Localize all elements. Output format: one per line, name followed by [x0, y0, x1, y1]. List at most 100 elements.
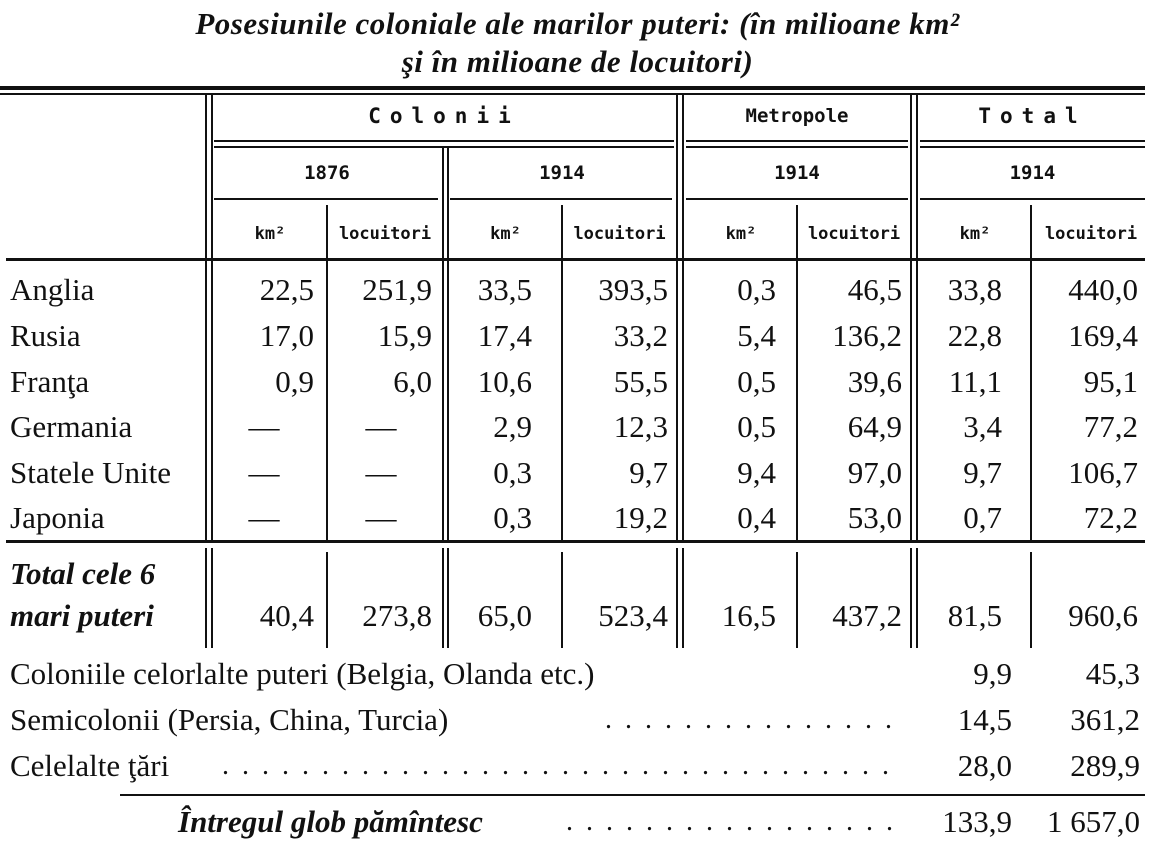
title-line-2: şi în milioane de locuitori) — [401, 44, 754, 79]
year-line-1876 — [214, 198, 438, 200]
total6-cell: 16,5 — [721, 598, 776, 633]
header-metropole: Metropole — [745, 105, 849, 127]
extra-km-1: 9,9 — [973, 656, 1012, 691]
unit-loc-3: locuitori — [807, 224, 901, 244]
unit-loc-4: locuitori — [1044, 224, 1138, 244]
year-1876: 1876 — [304, 162, 350, 184]
table-cell: — — [248, 500, 280, 535]
row-label: Statele Unite — [10, 455, 171, 490]
table-cell: 169,4 — [1068, 318, 1138, 353]
table-cell: 12,3 — [613, 409, 668, 444]
vline-t-g — [796, 552, 798, 648]
table-cell: 15,9 — [377, 318, 432, 353]
row-label: Rusia — [10, 318, 81, 353]
vline-t-c1 — [910, 548, 912, 648]
table-cell: 95,1 — [1083, 364, 1138, 399]
year-line-1914 — [450, 198, 672, 200]
table-cell: 0,3 — [737, 272, 776, 307]
table-cell: 3,4 — [963, 409, 1002, 444]
vline-t-d2 — [447, 548, 449, 648]
vline-h — [1030, 205, 1032, 540]
header-line-metropole — [686, 140, 908, 142]
vline-t-f — [561, 552, 563, 648]
header-line-metropole-2 — [686, 146, 908, 148]
vline-f — [561, 205, 563, 540]
vline-b2 — [682, 95, 684, 540]
table-cell: 9,7 — [963, 455, 1002, 490]
unit-km-1: km² — [254, 224, 286, 244]
total6-cell: 960,6 — [1068, 598, 1138, 633]
table-cell: — — [365, 500, 397, 535]
table-cell: 55,5 — [613, 364, 668, 399]
header-total: Total — [978, 104, 1087, 128]
table-cell: 64,9 — [847, 409, 902, 444]
total6-cell: 65,0 — [477, 598, 532, 633]
vline-a2 — [211, 95, 213, 540]
table-cell: 33,2 — [613, 318, 668, 353]
total6-label-1: Total cele 6 — [10, 556, 156, 591]
table-cell: 33,8 — [947, 272, 1002, 307]
table-cell: 22,8 — [947, 318, 1002, 353]
header-line-total-2 — [920, 146, 1145, 148]
table-cell: 53,0 — [847, 500, 902, 535]
unit-loc-2: locuitori — [573, 224, 666, 244]
vline-t-h — [1030, 552, 1032, 648]
extra-label-2: Semicolonii (Persia, China, Turcia) — [10, 702, 449, 737]
top-rule-thick — [0, 86, 1145, 90]
leader-dots-glob: . . . . . . . . . . . . . . . . . . . . … — [566, 806, 895, 837]
table-cell: 0,3 — [493, 455, 532, 490]
header-bottom-rule — [6, 258, 1145, 261]
year-line-metro — [686, 198, 908, 200]
glob-km: 133,9 — [942, 804, 1012, 839]
table-cell: 440,0 — [1068, 272, 1138, 307]
table-cell: 77,2 — [1083, 409, 1138, 444]
table-cell: 5,4 — [737, 318, 776, 353]
row-label: Japonia — [10, 500, 105, 535]
vline-t-a2 — [211, 548, 213, 648]
header-line-colonii — [214, 140, 674, 142]
year-1914-metropole: 1914 — [774, 162, 820, 184]
table-cell: 9,4 — [737, 455, 776, 490]
table-cell: 11,1 — [948, 364, 1002, 399]
vline-d2 — [447, 148, 449, 540]
vline-g — [796, 205, 798, 540]
total6-cell: 437,2 — [832, 598, 902, 633]
row-label: Anglia — [10, 272, 95, 307]
vline-c2 — [916, 95, 918, 540]
glob-label: Întregul glob pămîntesc — [178, 804, 483, 839]
table-cell: 17,4 — [477, 318, 532, 353]
table-cell: 106,7 — [1068, 455, 1138, 490]
vline-t-e — [326, 552, 328, 648]
vline-e — [326, 205, 328, 540]
vline-t-a1 — [205, 548, 207, 648]
table-cell: 72,2 — [1083, 500, 1138, 535]
vline-t-b1 — [676, 548, 678, 648]
total6-cell: 81,5 — [947, 598, 1002, 633]
total6-cell: 523,4 — [598, 598, 668, 633]
table-cell: 0,9 — [275, 364, 314, 399]
header-line-colonii-2 — [214, 146, 674, 148]
table-cell: — — [365, 409, 397, 444]
extra-km-3: 28,0 — [957, 748, 1012, 783]
table-cell: 0,4 — [737, 500, 776, 535]
table-cell: — — [365, 455, 397, 490]
table-cell: — — [248, 409, 280, 444]
vline-a1 — [205, 95, 207, 540]
table-cell: 0,3 — [493, 500, 532, 535]
extra-loc-1: 45,3 — [1085, 656, 1140, 691]
table-cell: 97,0 — [847, 455, 902, 490]
vline-t-d1 — [442, 548, 444, 648]
extra-loc-3: 289,9 — [1070, 748, 1140, 783]
extra-label-3: Celelalte ţări — [10, 748, 170, 783]
extra-km-2: 14,5 — [957, 702, 1012, 737]
extra-label-1: Coloniile celorlalte puteri (Belgia, Ola… — [10, 656, 595, 691]
vline-t-c2 — [916, 548, 918, 648]
title-line-1: Posesiunile coloniale ale marilor puteri… — [195, 6, 960, 41]
table-cell: 46,5 — [847, 272, 902, 307]
total6-cell: 40,4 — [259, 598, 314, 633]
table-cell: 19,2 — [613, 500, 668, 535]
table-cell: 0,5 — [737, 364, 776, 399]
vline-c1 — [910, 95, 912, 540]
glob-separator-rule — [120, 794, 1145, 796]
table-cell: — — [248, 455, 280, 490]
